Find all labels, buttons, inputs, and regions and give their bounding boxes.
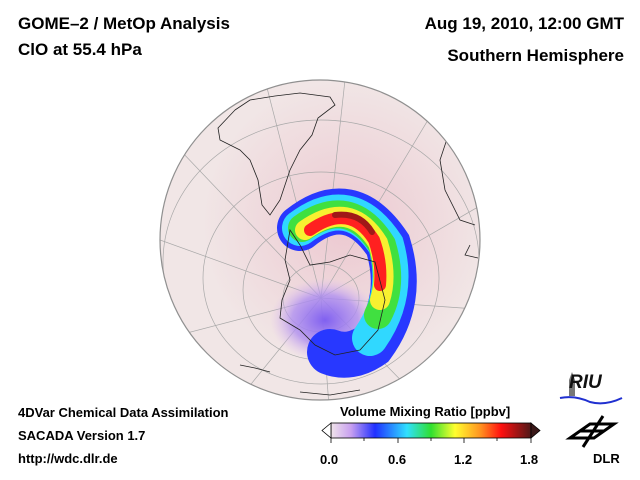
globe-outline [159, 79, 481, 401]
colorbar [321, 422, 541, 443]
colorbar-tick-1: 0.6 [388, 452, 407, 467]
footer-version: SACADA Version 1.7 [18, 428, 146, 443]
vortex-clo-field [277, 188, 417, 378]
colorbar-tick-3: 1.8 [520, 452, 539, 467]
title-product: GOME–2 / MetOp Analysis [18, 14, 230, 33]
colorbar-tick-0: 0.0 [320, 452, 339, 467]
title-species-level: ClO at 55.4 hPa [18, 40, 142, 59]
coastlines [217, 92, 479, 396]
footer-url[interactable]: http://wdc.dlr.de [18, 451, 118, 466]
colorbar-tick-2: 1.2 [454, 452, 473, 467]
colorbar-min-arrow [321, 422, 332, 439]
region-label: Southern Hemisphere [447, 46, 624, 65]
dlr-logo [565, 415, 619, 448]
riu-logo [559, 372, 623, 405]
footer-method: 4DVar Chemical Data Assimilation [18, 405, 229, 420]
date-label: Aug 19, 2010, 12:00 GMT [424, 14, 624, 33]
colorbar-title: Volume Mixing Ratio [ppbv] [340, 404, 511, 419]
riu-logo-text: RIU [569, 372, 602, 393]
colorbar-max-arrow [530, 422, 541, 439]
colorbar-gradient [330, 422, 532, 439]
dlr-logo-text: DLR [593, 451, 620, 466]
